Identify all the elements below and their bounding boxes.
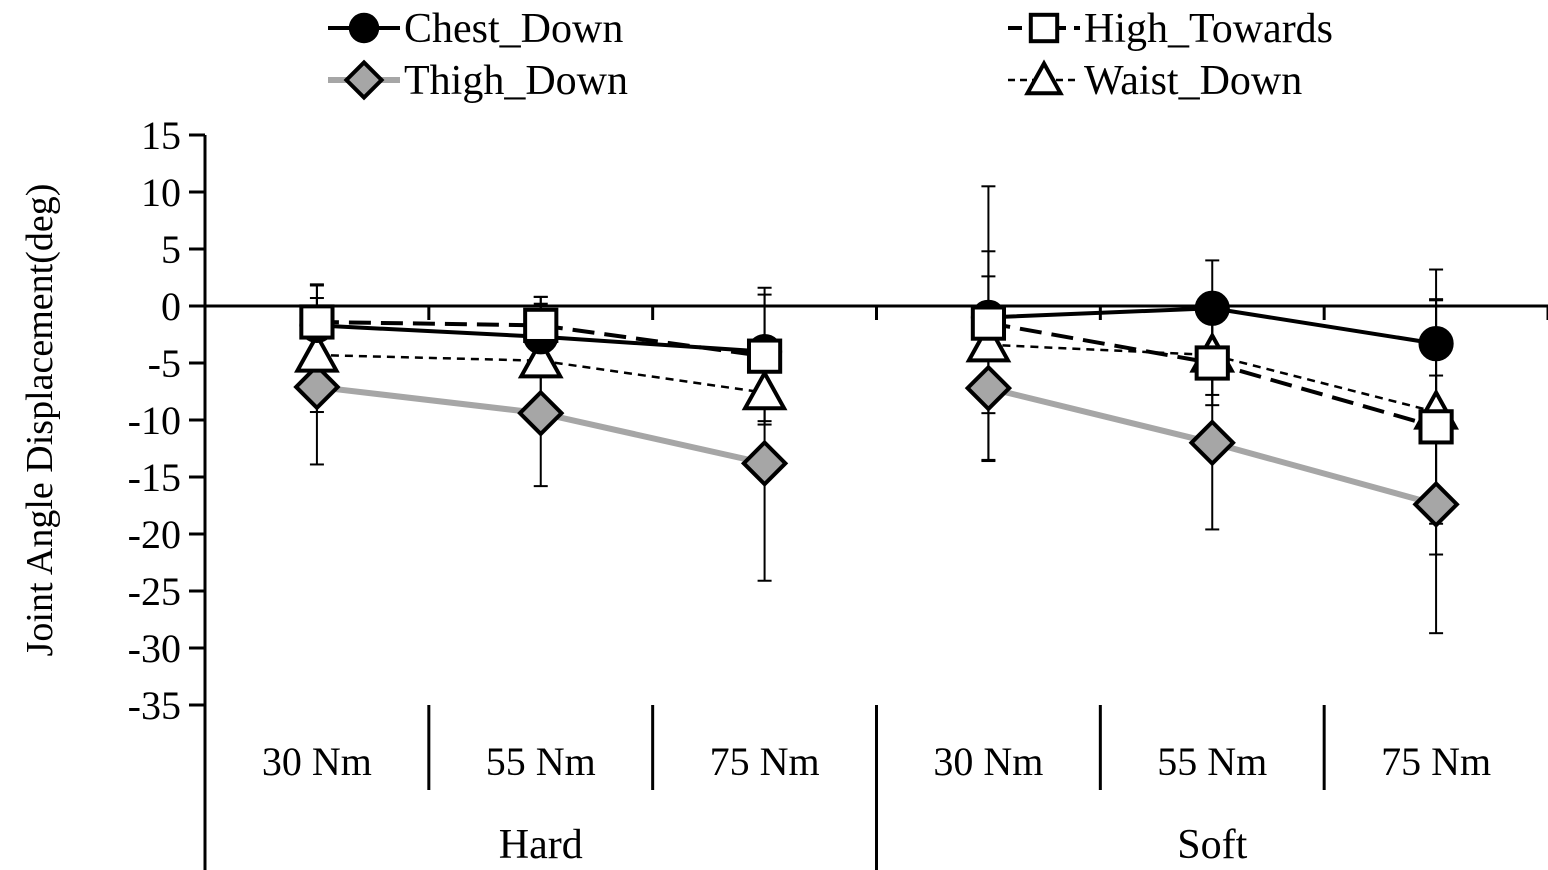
y-tick-label: -35	[128, 683, 181, 728]
legend-marker	[1028, 12, 1060, 44]
y-tick-label: -10	[128, 398, 181, 443]
y-axis-label: Joint Angle Displacement(deg)	[19, 184, 61, 657]
thigh-down-point	[740, 439, 789, 487]
legend-entry-high-towards: High_Towards	[1008, 6, 1333, 52]
y-tick-label: -20	[128, 512, 181, 557]
error-bars	[309, 185, 1444, 635]
high-towards-point	[746, 338, 783, 374]
y-tick-label: -5	[148, 341, 181, 386]
category-label: 75 Nm	[1381, 739, 1491, 784]
category-label: 55 Nm	[486, 739, 596, 784]
waist-down-point	[294, 331, 340, 373]
waist-down-point	[517, 337, 564, 379]
legend-label: High_Towards	[1084, 6, 1333, 52]
legend-entry-waist-down: Waist_Down	[1008, 58, 1302, 104]
legend-label: Thigh_Down	[404, 58, 628, 104]
legend-marker	[1024, 59, 1064, 96]
chest-down-point	[1418, 326, 1454, 362]
series-lines	[316, 306, 1437, 508]
legend-marker	[348, 12, 380, 44]
category-label: 30 Nm	[262, 739, 372, 784]
waist-down-point	[965, 321, 1012, 363]
y-tick-label: -30	[128, 626, 181, 671]
high-towards-point	[523, 307, 559, 343]
thigh-down-point	[1412, 480, 1460, 528]
y-tick-label: 10	[141, 170, 181, 215]
thigh-down-point	[293, 363, 341, 411]
category-label: 55 Nm	[1157, 739, 1267, 784]
high-towards-point	[299, 304, 335, 340]
y-tick-label: 5	[161, 227, 181, 272]
y-tick-label: 0	[161, 284, 181, 329]
legend: Chest_Down High_Towards Thigh_Down Waist_Do…	[328, 6, 1333, 104]
legend-label: Chest_Down	[404, 6, 623, 52]
thigh-down-point	[1188, 419, 1236, 467]
category-label: 30 Nm	[933, 739, 1043, 784]
y-tick-label: 15	[141, 113, 181, 158]
legend-label: Waist_Down	[1084, 58, 1302, 104]
high-towards-point	[1194, 345, 1230, 381]
high-towards-point	[1418, 409, 1454, 445]
high-towards-line	[316, 319, 765, 359]
high-towards-point	[970, 305, 1007, 341]
group-label: Soft	[1177, 822, 1247, 868]
waist-down-point	[741, 369, 788, 411]
group-label: Hard	[499, 822, 583, 868]
legend-entry-chest-down: Chest_Down	[328, 6, 623, 52]
waist-down-line	[316, 353, 765, 394]
thigh-down-point	[517, 389, 565, 437]
series-markers	[293, 290, 1460, 528]
y-tick-label: -25	[128, 569, 181, 614]
legend-entry-thigh-down: Thigh_Down	[328, 58, 628, 104]
chest-down-point	[1194, 290, 1230, 326]
axes: 15 10 5 0 -5 -10 -15 -20 -25 -30 -35 30 Nm 55 Nm 75 N…	[128, 113, 1548, 870]
legend-marker	[343, 59, 385, 101]
category-label: 75 Nm	[710, 739, 820, 784]
thigh-down-point	[964, 364, 1013, 412]
y-tick-label: -15	[128, 455, 181, 500]
